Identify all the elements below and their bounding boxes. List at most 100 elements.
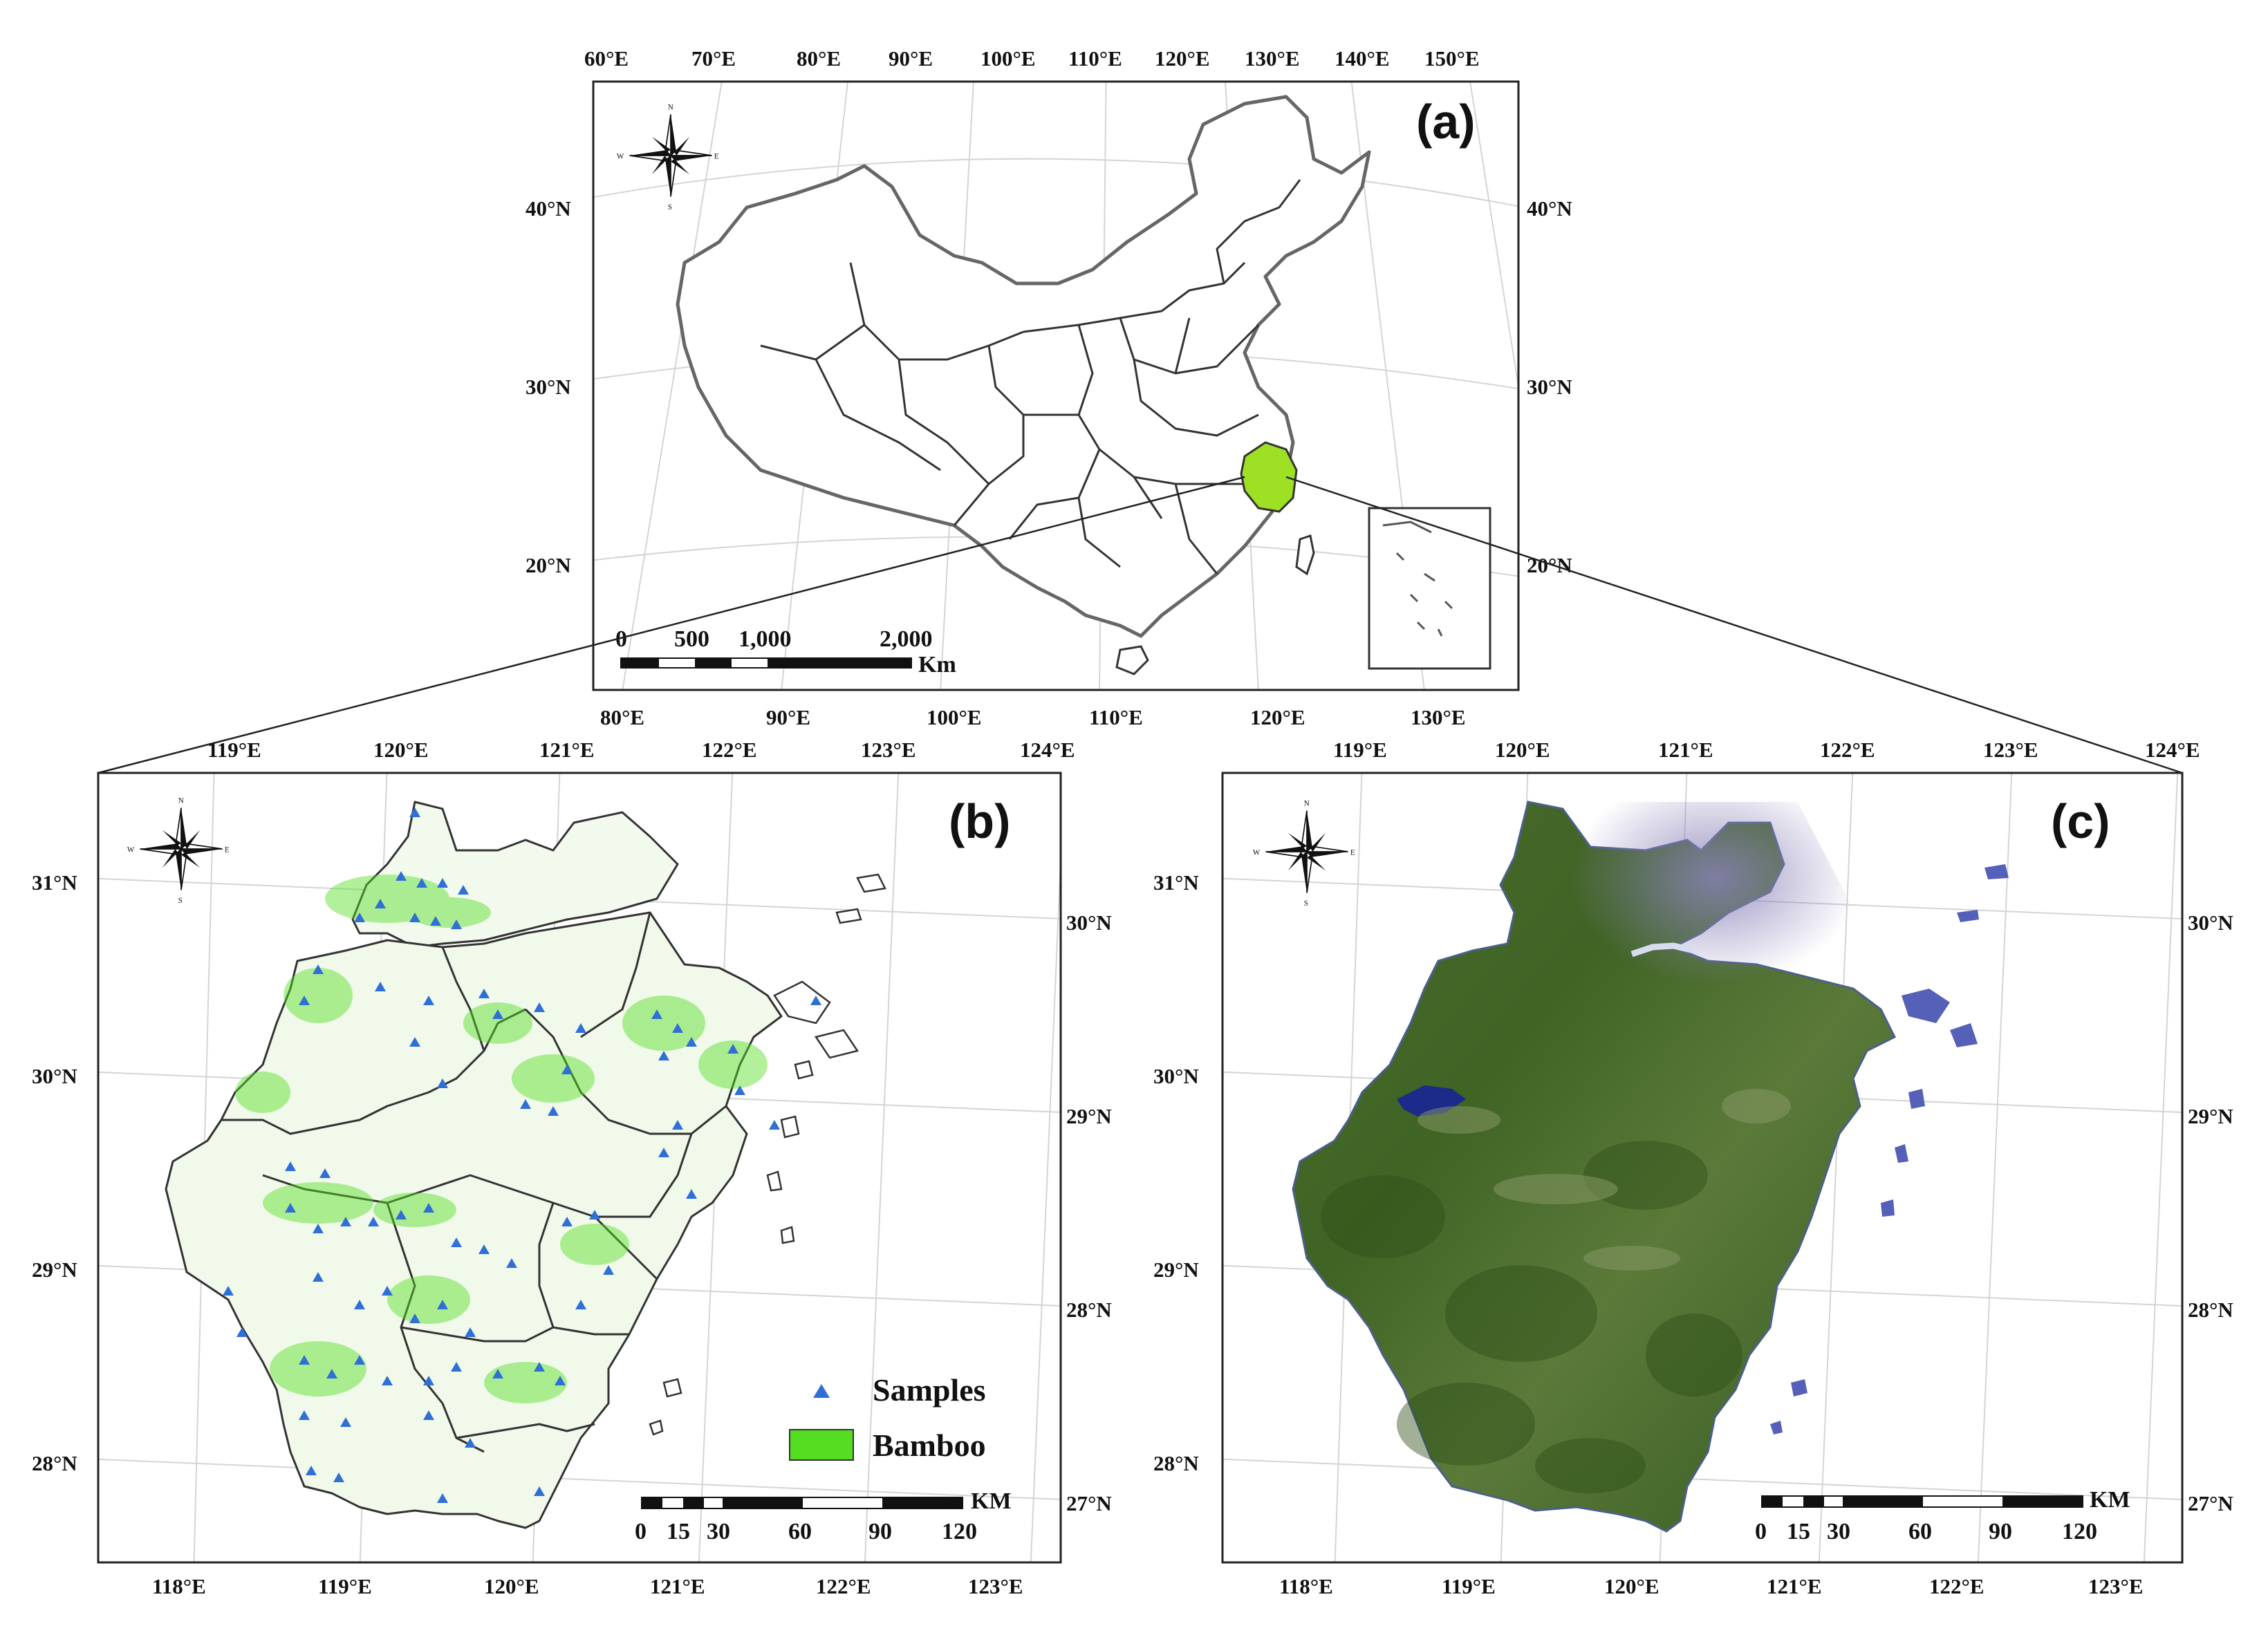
tick-label: 20°N: [1527, 553, 1572, 577]
panel-a: (a) N S E W 0 500 1,000 2,000 Km 60°E 70…: [526, 46, 1572, 729]
tick-label: 122°E: [816, 1574, 871, 1598]
tick-label: 30°N: [1527, 375, 1572, 399]
tick-label: 27°N: [1066, 1491, 1112, 1515]
scale-label: 2,000: [880, 626, 933, 652]
scale-label: 1,000: [738, 626, 792, 652]
hainan: [1115, 645, 1149, 675]
islands-c: [1770, 864, 2009, 1435]
tick-label: 122°E: [1929, 1574, 1984, 1598]
tick-label: 120°E: [1250, 705, 1305, 729]
china-map: [676, 95, 1491, 675]
legend-bamboo-label: Bamboo: [873, 1428, 986, 1463]
tick-label: 70°E: [691, 46, 736, 71]
terrain-texture: [1321, 1141, 1742, 1493]
tick-label: 100°E: [980, 46, 1036, 71]
west-letter: W: [617, 152, 624, 160]
scale-label: 15: [667, 1519, 690, 1544]
west-letter: W: [127, 845, 135, 854]
tick-label: 100°E: [927, 705, 982, 729]
tick-label: 123°E: [861, 738, 916, 762]
panel-b-scale-bar: 0 15 30 60 90 120 KM: [635, 1488, 1012, 1544]
legend-samples-label: Samples: [873, 1372, 986, 1408]
panel-b-label: (b): [949, 794, 1010, 848]
islands-b: [649, 873, 886, 1436]
tick-label: 119°E: [1442, 1574, 1496, 1598]
tick-label: 119°E: [318, 1574, 372, 1598]
tick-label: 122°E: [1820, 738, 1875, 762]
scale-label: 60: [788, 1519, 812, 1544]
panel-a-frame: [592, 80, 1520, 691]
legend-samples-symbol: [813, 1384, 830, 1398]
tick-label: 120°E: [373, 738, 429, 762]
zhejiang-highlight: [1240, 441, 1298, 513]
tick-label: 130°E: [1411, 705, 1466, 729]
tick-label: 40°N: [1527, 196, 1572, 221]
tick-label: 110°E: [1089, 705, 1143, 729]
scale-unit: KM: [2090, 1487, 2130, 1513]
tick-label: 28°N: [2188, 1298, 2233, 1322]
panel-b: (b) N S E W Samples Bamboo 0 15 30 60 90…: [32, 738, 1112, 1598]
tick-label: 28°N: [32, 1451, 77, 1475]
north-letter: N: [178, 797, 184, 805]
tick-label: 110°E: [1068, 46, 1122, 71]
tick-label: 29°N: [32, 1258, 77, 1282]
tick-label: 28°N: [1066, 1298, 1112, 1322]
tick-label: 90°E: [766, 705, 810, 729]
tick-label: 20°N: [526, 553, 571, 577]
tick-label: 140°E: [1335, 46, 1390, 71]
panel-c-ticks: 119°E 120°E 121°E 122°E 123°E 124°E 118°…: [1153, 738, 2233, 1598]
tick-label: 121°E: [1767, 1574, 1822, 1598]
scale-unit: KM: [971, 1488, 1012, 1514]
tick-label: 119°E: [1333, 738, 1387, 762]
tick-label: 120°E: [484, 1574, 539, 1598]
taiwan: [1295, 534, 1315, 576]
east-letter: E: [225, 845, 230, 854]
zoom-connector-lines: [97, 476, 2183, 774]
panel-b-legend: Samples Bamboo: [789, 1372, 986, 1463]
tick-label: 121°E: [1658, 738, 1713, 762]
tick-label: 40°N: [526, 196, 571, 221]
tick-label: 118°E: [152, 1574, 206, 1598]
panel-c-north-arrow: N S E W: [1253, 800, 1355, 908]
purple-haze: [1487, 802, 1902, 1106]
scale-label: 0: [615, 626, 627, 652]
north-letter: N: [668, 104, 673, 112]
panel-a-north-arrow: N S E W: [617, 104, 719, 212]
county-boundaries: [221, 912, 727, 1453]
panel-c-scale-bar: 0 15 30 60 90 120 KM: [1755, 1487, 2130, 1544]
tick-label: 29°N: [1153, 1258, 1199, 1282]
south-letter: S: [1304, 899, 1308, 908]
farmland-texture: [1418, 1089, 1791, 1271]
south-letter: S: [668, 203, 672, 212]
tick-label: 120°E: [1495, 738, 1550, 762]
panel-b-ticks: 119°E 120°E 121°E 122°E 123°E 124°E 118°…: [32, 738, 1112, 1598]
tick-label: 28°N: [1153, 1451, 1199, 1475]
tick-label: 123°E: [968, 1574, 1023, 1598]
west-letter: W: [1253, 848, 1261, 857]
tick-label: 30°N: [32, 1064, 77, 1088]
scale-label: 500: [674, 626, 709, 652]
tick-label: 60°E: [584, 46, 629, 71]
panel-a-ticks: 60°E 70°E 80°E 90°E 100°E 110°E 120°E 13…: [526, 46, 1572, 729]
north-letter: N: [1304, 800, 1310, 808]
panel-b-north-arrow: N S E W: [127, 797, 230, 906]
scale-label: 30: [707, 1519, 730, 1544]
tick-label: 124°E: [1020, 738, 1075, 762]
tick-label: 121°E: [650, 1574, 705, 1598]
scale-unit: Km: [918, 652, 956, 678]
east-letter: E: [1350, 848, 1355, 857]
tick-label: 80°E: [797, 46, 841, 71]
bamboo-cover: [235, 875, 768, 1403]
tick-label: 122°E: [702, 738, 757, 762]
south-letter: S: [178, 897, 183, 905]
panel-c: (c) N S E W 0 15 30 60 90 120 KM 119°E 1…: [1153, 738, 2233, 1598]
tick-label: 150°E: [1424, 46, 1480, 71]
panel-a-label: (a): [1416, 95, 1476, 149]
tick-label: 30°N: [526, 375, 571, 399]
scale-label: 120: [942, 1519, 977, 1544]
tick-label: 120°E: [1604, 1574, 1660, 1598]
tick-label: 31°N: [32, 870, 77, 895]
scale-label: 0: [635, 1519, 647, 1544]
tick-label: 124°E: [2145, 738, 2200, 762]
